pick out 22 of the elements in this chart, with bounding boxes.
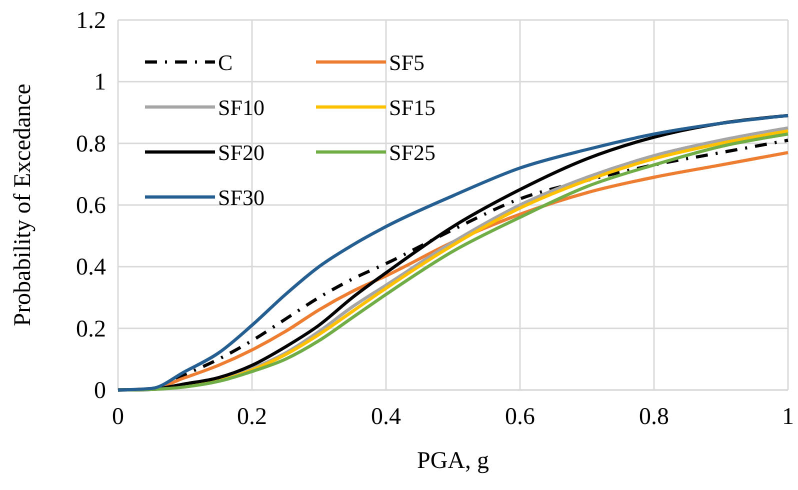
y-tick-label: 0.6	[76, 193, 106, 219]
legend-label: C	[218, 50, 233, 75]
y-tick-label: 0.8	[76, 131, 106, 158]
legend-label: SF25	[389, 140, 436, 165]
legend-label: SF10	[218, 95, 264, 120]
x-tick-label: 0	[112, 404, 124, 430]
x-tick-label: 0.4	[371, 404, 401, 430]
legend-label: SF20	[218, 140, 264, 165]
x-tick-label: 0.6	[505, 404, 535, 430]
y-tick-label: 0.2	[76, 316, 106, 342]
y-tick-label: 1.2	[76, 8, 106, 34]
y-tick-label: 0	[94, 378, 106, 404]
legend-label: SF15	[389, 95, 436, 120]
y-axis-title: Probability of Excedance	[10, 84, 36, 326]
x-tick-label: 0.8	[639, 404, 669, 430]
x-tick-label: 0.2	[237, 404, 267, 430]
x-tick-label: 1	[782, 404, 794, 430]
legend-label: SF5	[389, 50, 424, 75]
legend-label: SF30	[218, 185, 264, 210]
x-axis-title: PGA, g	[416, 448, 490, 474]
y-tick-label: 1	[94, 70, 106, 96]
y-tick-label: 0.4	[76, 254, 106, 281]
